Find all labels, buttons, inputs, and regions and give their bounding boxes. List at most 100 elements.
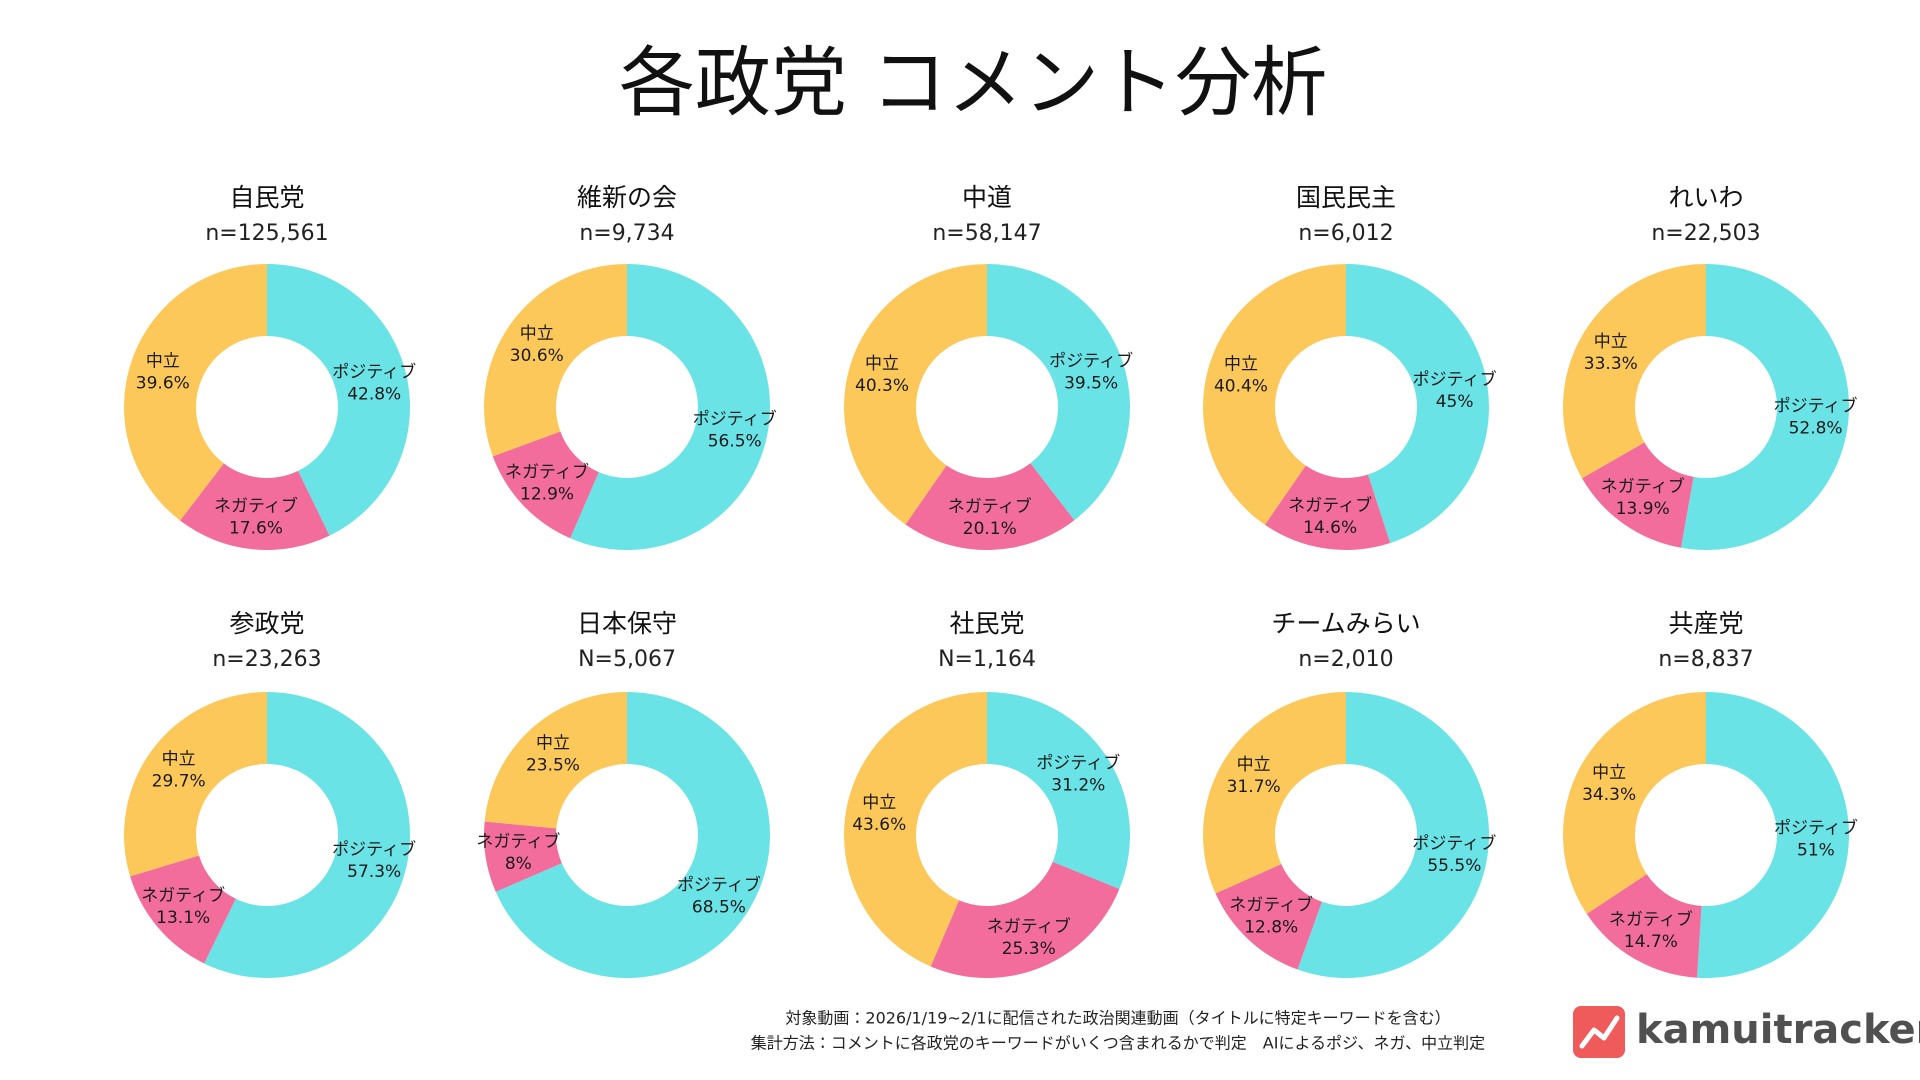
segment-label: 中立	[865, 354, 899, 374]
segment-label: 中立	[1237, 755, 1271, 775]
donut-segment	[123, 264, 267, 521]
segment-value-label: 13.1%	[156, 908, 210, 928]
donut-segment	[484, 821, 562, 892]
segment-value-label: 29.7%	[152, 771, 206, 791]
segment-value-label: 25.3%	[1002, 939, 1056, 959]
segment-value-label: 39.5%	[1064, 373, 1118, 393]
donut-segment	[1264, 465, 1391, 550]
donut-segment	[1202, 264, 1346, 525]
footer-line: 集計方法：コメントに各政党のキーワードがいくつ含まれるかで判定 AIによるポジ、…	[751, 1034, 1485, 1053]
segment-label: ネガティブ	[1609, 909, 1693, 930]
segment-label: 中立	[146, 352, 180, 372]
segment-value-label: 51%	[1797, 840, 1835, 860]
segment-label: 中立	[536, 734, 570, 754]
donut-segment	[1215, 864, 1322, 970]
chart-subtitle: n=22,503	[1651, 221, 1760, 246]
segment-value-label: 14.7%	[1624, 932, 1678, 952]
donut-segment	[124, 692, 267, 877]
segment-value-label: 55.5%	[1427, 856, 1481, 876]
segment-value-label: 52.8%	[1789, 419, 1843, 439]
chart-title: 日本保守	[577, 609, 677, 638]
donut-segment	[1697, 692, 1849, 978]
segment-value-label: 56.5%	[708, 431, 762, 451]
chart-subtitle: N=5,067	[578, 647, 676, 672]
chart-title: 維新の会	[577, 183, 677, 212]
donut-segment	[843, 264, 987, 525]
segment-label: ポジティブ	[1413, 369, 1497, 390]
donut-segment	[483, 264, 627, 457]
segment-label: ネガティブ	[505, 462, 589, 483]
chart-title: 共産党	[1668, 609, 1743, 638]
chart-subtitle: n=9,734	[579, 221, 674, 246]
donut-segment	[930, 861, 1120, 978]
donut-segment	[204, 691, 411, 979]
segment-value-label: 33.3%	[1584, 354, 1638, 374]
segment-value-label: 40.3%	[855, 376, 909, 396]
segment-label: 中立	[162, 749, 196, 769]
segment-value-label: 31.2%	[1051, 776, 1105, 796]
segment-label: ネガティブ	[476, 831, 560, 852]
segment-label: ポジティブ	[332, 839, 416, 860]
chart-title: 社民党	[949, 609, 1024, 638]
chart-subtitle: n=6,012	[1298, 221, 1393, 246]
segment-value-label: 68.5%	[692, 897, 746, 917]
donut-segment	[844, 692, 987, 967]
donut-segment	[492, 431, 599, 539]
segment-label: ポジティブ	[332, 361, 416, 382]
segment-value-label: 34.3%	[1582, 785, 1636, 805]
segment-value-label: 45%	[1436, 392, 1474, 412]
chart-title: 参政党	[229, 609, 304, 638]
logo-icon	[1573, 1006, 1625, 1058]
chart-subtitle: n=8,837	[1658, 647, 1753, 672]
chart-subtitle: N=1,164	[938, 647, 1036, 672]
chart-title: チームみらい	[1271, 609, 1420, 638]
donut-segment	[1297, 692, 1489, 978]
segment-label: ポジティブ	[1774, 817, 1858, 838]
segment-label: ポジティブ	[677, 874, 761, 895]
donut-segment	[1563, 692, 1706, 914]
segment-label: ポジティブ	[1049, 350, 1133, 371]
donut-segment	[484, 692, 627, 829]
segment-value-label: 31.7%	[1227, 777, 1281, 797]
segment-value-label: 43.6%	[852, 815, 906, 835]
segment-label: ネガティブ	[214, 495, 298, 516]
segment-value-label: 17.6%	[229, 518, 283, 538]
donut-segment	[130, 855, 236, 964]
donut-segment	[180, 463, 330, 550]
segment-label: 中立	[1592, 763, 1626, 783]
chart-subtitle: n=125,561	[205, 221, 328, 246]
segment-label: ポジティブ	[693, 408, 777, 429]
segment-value-label: 42.8%	[347, 384, 401, 404]
main-title: 各政党 コメント分析	[619, 38, 1327, 127]
chart-subtitle: n=58,147	[932, 221, 1041, 246]
segment-label: ネガティブ	[987, 916, 1071, 937]
segment-value-label: 12.8%	[1244, 918, 1298, 938]
donut-segment	[1680, 264, 1849, 551]
segment-label: ネガティブ	[1229, 895, 1313, 916]
donut-segment	[495, 692, 770, 979]
segment-label: 中立	[862, 793, 896, 813]
segment-label: 中立	[1224, 354, 1258, 374]
segment-label: ポジティブ	[1412, 833, 1496, 854]
donut-segment	[905, 463, 1075, 551]
donut-segment	[1563, 264, 1706, 479]
segment-value-label: 57.3%	[347, 862, 401, 882]
segment-value-label: 13.9%	[1616, 499, 1670, 519]
donut-segment	[1582, 442, 1694, 548]
donut-segment	[1203, 692, 1346, 894]
segment-label: ポジティブ	[1036, 753, 1120, 774]
segment-value-label: 8%	[505, 854, 532, 874]
footer-line: 対象動画：2026/1/19~2/1に配信された政治関連動画（タイトルに特定キー…	[785, 1009, 1450, 1028]
donut-segment	[987, 264, 1130, 521]
segment-value-label: 20.1%	[963, 519, 1017, 539]
donut-segment	[1586, 874, 1702, 978]
chart-subtitle: n=23,263	[212, 647, 321, 672]
